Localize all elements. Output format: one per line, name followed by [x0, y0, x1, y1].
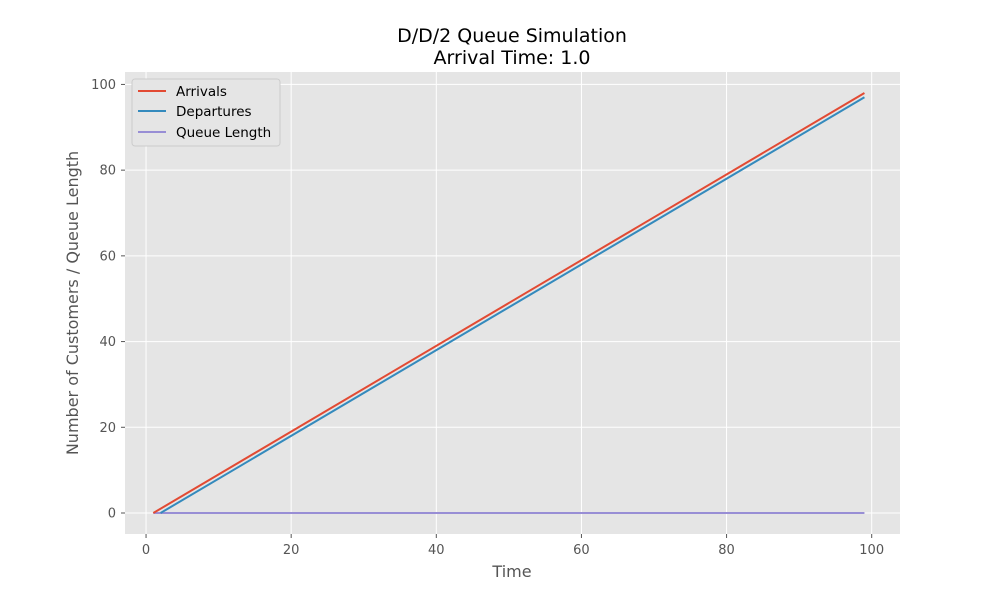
legend-label-arrivals: Arrivals	[176, 84, 227, 100]
chart-subtitle: Arrival Time: 1.0	[434, 47, 591, 69]
x-axis: 0 20 40 60 80 100	[142, 534, 884, 558]
y-tick-label: 100	[91, 78, 116, 93]
series-line-departures	[160, 96, 865, 514]
y-axis-label: Number of Customers / Queue Length	[63, 151, 82, 455]
y-tick-label: 20	[99, 421, 116, 436]
x-tick-label: 40	[428, 543, 445, 558]
series-line-arrivals	[152, 92, 865, 514]
x-tick-label: 20	[283, 543, 300, 558]
y-tick-label: 0	[108, 507, 116, 522]
legend-box	[131, 78, 281, 147]
x-axis-label: Time	[491, 562, 531, 581]
y-tick-label: 60	[99, 249, 116, 264]
y-axis: 0 20 40 60 80 100	[91, 78, 125, 522]
x-tick-label: 100	[859, 543, 884, 558]
legend-label-queue-length: Queue Length	[176, 125, 271, 141]
x-grid	[145, 72, 873, 534]
y-tick-label: 40	[99, 335, 116, 350]
chart-title: D/D/2 Queue Simulation	[397, 25, 627, 47]
series-layer	[152, 92, 865, 514]
legend-label-departures: Departures	[176, 104, 252, 120]
x-tick-label: 0	[142, 543, 150, 558]
y-tick-label: 80	[99, 164, 116, 179]
x-tick-label: 60	[573, 543, 590, 558]
legend: Arrivals Departures Queue Length	[131, 78, 281, 147]
x-tick-label: 80	[718, 543, 735, 558]
